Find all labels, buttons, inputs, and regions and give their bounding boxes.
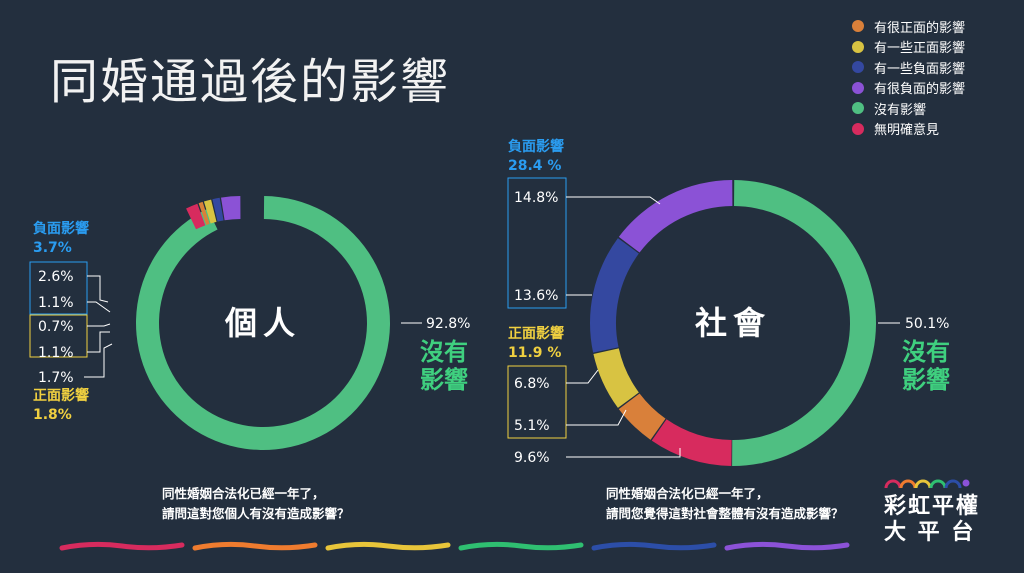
question-line: 請問這對您個人有沒有造成影響？ bbox=[162, 506, 350, 521]
question-line: 請問您覺得這對社會整體有沒有造成影響？ bbox=[606, 506, 844, 521]
legend-label: 有一些正面影響 bbox=[874, 41, 966, 57]
question-line: 同性婚姻合法化已經一年了， bbox=[162, 486, 325, 501]
rainbow-arches-icon bbox=[884, 479, 970, 489]
personal-negative-heading: 負面影響 bbox=[33, 220, 89, 237]
society-negative-heading: 負面影響 bbox=[508, 138, 564, 155]
society-value-label: 6.8% bbox=[514, 376, 550, 392]
slice-有一些負面影響 bbox=[589, 238, 639, 353]
society-negative-box bbox=[507, 177, 567, 309]
slice-有一些正面影響 bbox=[593, 348, 639, 408]
personal-no-effect-label: 影響 bbox=[420, 366, 468, 394]
legend-item: 有一些正面影響 bbox=[852, 37, 965, 58]
slice-無明確意見 bbox=[651, 419, 732, 466]
slice-no-effect bbox=[732, 180, 877, 467]
legend-label: 沒有影響 bbox=[874, 102, 927, 118]
brush-stroke bbox=[458, 541, 584, 551]
decorative-brush-strokes bbox=[59, 541, 850, 551]
brush-stroke bbox=[59, 541, 185, 551]
slice-有很正面的影響 bbox=[618, 393, 666, 440]
leader-line bbox=[87, 275, 109, 303]
legend-item: 有一些負面影響 bbox=[852, 57, 965, 78]
leader-line bbox=[566, 409, 627, 426]
brand-name-line1: 彩虹平權 bbox=[884, 494, 981, 519]
personal-value-label: 1.1% bbox=[38, 295, 74, 311]
legend-label: 有很負面的影響 bbox=[874, 82, 966, 98]
society-negative-total: 28.4 % bbox=[508, 158, 561, 174]
leader-line bbox=[566, 196, 661, 205]
brush-stroke bbox=[325, 541, 451, 551]
legend-swatch bbox=[852, 20, 864, 33]
legend-item: 無明確意見 bbox=[852, 119, 965, 140]
legend-label: 有一些負面影響 bbox=[874, 61, 966, 77]
slice-有很正面的影響 bbox=[198, 201, 210, 225]
leader-line bbox=[87, 331, 110, 353]
personal-positive-box bbox=[29, 314, 88, 358]
society-value-label: 9.6% bbox=[514, 450, 550, 466]
personal-negative-total: 3.7% bbox=[33, 240, 72, 256]
leader-line bbox=[87, 301, 111, 313]
personal-value-label: 0.7% bbox=[38, 319, 74, 335]
question-line: 同性婚姻合法化已經一年了， bbox=[606, 486, 769, 501]
leader-line bbox=[566, 448, 681, 458]
slice-有很負面的影響 bbox=[618, 180, 733, 253]
legend-swatch bbox=[852, 40, 864, 53]
brush-stroke bbox=[724, 541, 850, 551]
personal-no-effect-label: 沒有 bbox=[420, 338, 468, 366]
legend-swatch bbox=[852, 122, 864, 135]
legend-item: 有很負面的影響 bbox=[852, 78, 965, 99]
society-value-label: 50.1% bbox=[905, 316, 949, 332]
legend-swatch bbox=[852, 61, 864, 74]
society-value-label: 5.1% bbox=[514, 418, 550, 434]
page-title: 同婚通過後的影響 bbox=[50, 54, 451, 110]
society-no-effect-label: 影響 bbox=[902, 366, 950, 394]
legend-item: 有很正面的影響 bbox=[852, 16, 965, 37]
personal-value-label: 1.1% bbox=[38, 345, 74, 361]
society-no-effect-label: 沒有 bbox=[902, 338, 950, 366]
brand-logo: 彩虹平權 大 平 台 bbox=[884, 474, 980, 546]
legend-swatch bbox=[852, 81, 864, 94]
slice-無明確意見 bbox=[186, 203, 206, 230]
society-positive-box bbox=[507, 365, 567, 439]
personal-positive-heading: 正面影響 bbox=[33, 387, 89, 404]
legend-item: 沒有影響 bbox=[852, 98, 965, 119]
society-question: 同性婚姻合法化已經一年了， 請問您覺得這對社會整體有沒有造成影響？ bbox=[606, 484, 844, 524]
society-center-label: 社會 bbox=[695, 304, 771, 342]
society-positive-total: 11.9 % bbox=[508, 345, 561, 361]
leader-line bbox=[87, 323, 111, 327]
personal-positive-total: 1.8% bbox=[33, 407, 72, 423]
slice-有一些負面影響 bbox=[212, 197, 224, 222]
personal-question: 同性婚姻合法化已經一年了， 請問這對您個人有沒有造成影響？ bbox=[162, 484, 350, 524]
society-value-label: 13.6% bbox=[514, 288, 558, 304]
slice-有一些正面影響 bbox=[203, 199, 217, 224]
society-donut: 社會 負面影響 28.4 % 14.8% 13.6% 正面影響 11.9 % 6… bbox=[507, 138, 950, 467]
legend-swatch bbox=[852, 102, 864, 115]
personal-donut: 個人 負面影響 3.7% 2.6% 1.1% 0.7% 1.1% 1.7% 正面… bbox=[29, 196, 470, 451]
personal-negative-box bbox=[29, 261, 88, 315]
personal-value-label: 92.8% bbox=[426, 316, 470, 332]
chart-legend: 有很正面的影響 有一些正面影響 有一些負面影響 有很負面的影響 沒有影響 無明確… bbox=[852, 16, 965, 139]
brush-stroke bbox=[591, 541, 717, 551]
brand-name-line2: 大 平 台 bbox=[884, 520, 976, 545]
leader-line bbox=[566, 369, 599, 384]
brush-stroke bbox=[192, 541, 318, 551]
society-positive-heading: 正面影響 bbox=[508, 325, 564, 342]
slice-有很負面的影響 bbox=[221, 196, 241, 221]
personal-value-label: 1.7% bbox=[38, 370, 74, 386]
legend-label: 無明確意見 bbox=[874, 123, 940, 139]
legend-label: 有很正面的影響 bbox=[874, 20, 966, 36]
society-value-label: 14.8% bbox=[514, 190, 558, 206]
personal-value-label: 2.6% bbox=[38, 269, 74, 285]
leader-line bbox=[84, 343, 113, 378]
personal-center-label: 個人 bbox=[224, 304, 301, 342]
